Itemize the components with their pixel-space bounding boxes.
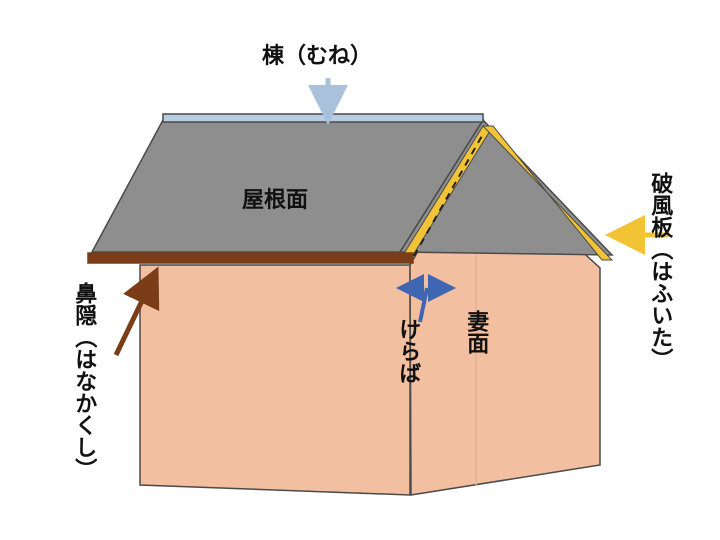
front-wall	[140, 265, 410, 495]
label-hafuita: 破風板（はふいた）	[648, 172, 672, 370]
label-yanemen: 屋根面	[242, 182, 308, 214]
label-hanakakushi: 鼻隠（はなかくし）	[72, 282, 96, 480]
ridge-mune	[163, 114, 483, 122]
hanakakushi-fascia	[88, 253, 413, 263]
label-keraba: けらば	[396, 318, 420, 384]
label-mune: 棟（むね）	[262, 38, 372, 70]
house-roof-diagram	[0, 0, 720, 540]
label-tsumamen: 妻面	[464, 310, 488, 354]
